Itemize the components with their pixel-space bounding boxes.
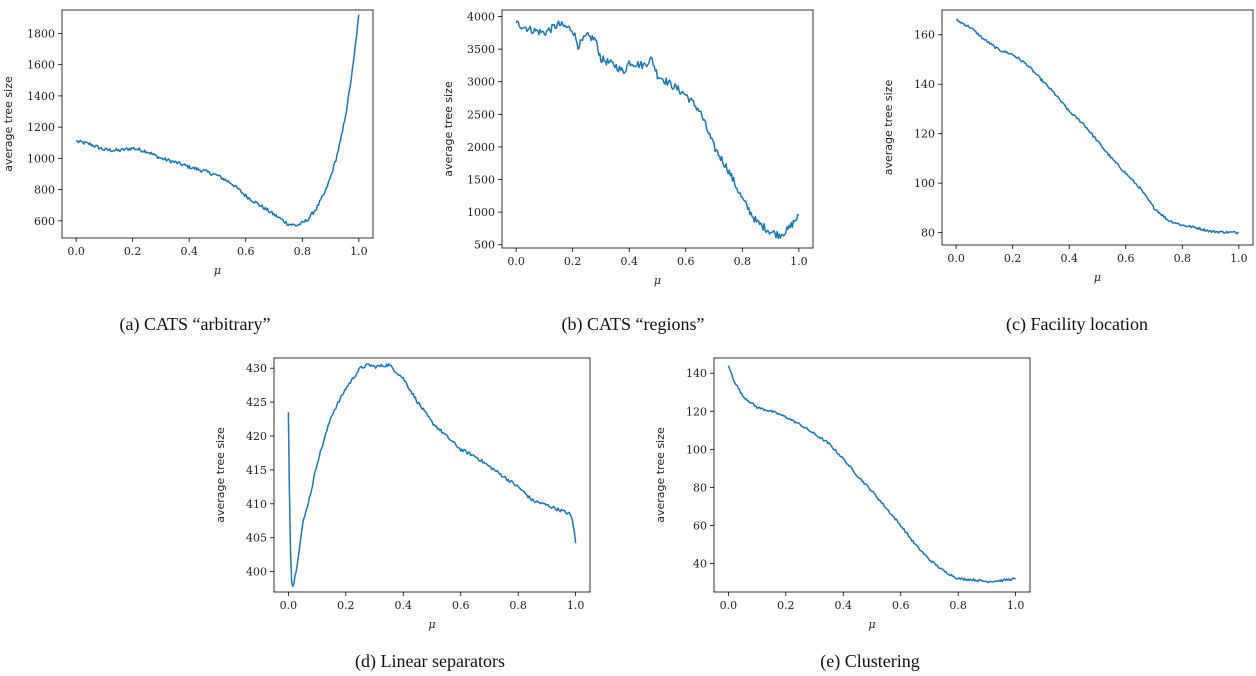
y-tick-label: 4000 — [467, 11, 495, 24]
y-tick-label: 600 — [34, 215, 55, 228]
plot-frame — [61, 9, 374, 239]
y-tick-label: 100 — [686, 443, 707, 456]
y-tick-label: 415 — [246, 464, 267, 477]
x-tick-label: 0.0 — [947, 252, 965, 265]
x-tick-label: 0.2 — [777, 599, 795, 612]
y-tick-label: 120 — [686, 405, 707, 418]
y-tick-label: 430 — [246, 362, 267, 375]
series-line-0 — [727, 365, 1016, 584]
x-tick-label: 0.0 — [280, 599, 298, 612]
x-tick-label: 0.2 — [1004, 252, 1022, 265]
series-line-0 — [287, 363, 577, 588]
y-tick-label: 1000 — [27, 152, 55, 165]
chart-panel-1: 0.0 0.2 0.4 0.6 0.8 1.0 500 1000 1500 2000 2500 300… — [442, 9, 814, 335]
y-tick-label: 160 — [914, 29, 935, 42]
plot-frame — [941, 9, 1254, 246]
y-tick-label: 100 — [914, 177, 935, 190]
x-tick-label: 1.0 — [790, 255, 808, 268]
y-tick-label: 1800 — [27, 27, 55, 40]
subfigure-caption: (b) CATS “regions” — [562, 314, 705, 335]
x-tick-label: 0.2 — [564, 255, 582, 268]
x-tick-label: 0.2 — [124, 245, 142, 258]
y-tick-label: 1500 — [467, 174, 495, 187]
y-tick-label: 1600 — [27, 59, 55, 72]
x-axis-label: μ — [1094, 271, 1101, 284]
x-tick-label: 1.0 — [567, 599, 585, 612]
subfigure-caption: (d) Linear separators — [355, 651, 505, 672]
x-axis-label: μ — [214, 264, 221, 277]
y-tick-label: 120 — [914, 128, 935, 141]
y-tick-label: 1400 — [27, 90, 55, 103]
x-tick-label: 0.6 — [677, 255, 695, 268]
x-tick-label: 1.0 — [1230, 252, 1248, 265]
y-axis-label: average tree size — [2, 76, 15, 172]
y-axis-label: average tree size — [442, 81, 455, 177]
plot-frame — [713, 357, 1031, 593]
y-tick-label: 80 — [921, 227, 935, 240]
subfigure-caption: (a) CATS “arbitrary” — [120, 314, 271, 335]
y-tick-label: 800 — [34, 184, 55, 197]
subfigure-caption: (c) Facility location — [1006, 314, 1148, 335]
x-axis-label: μ — [654, 274, 661, 287]
x-tick-label: 0.6 — [892, 599, 910, 612]
x-tick-label: 0.4 — [835, 599, 853, 612]
series-line-0 — [75, 14, 360, 227]
x-tick-label: 0.8 — [294, 245, 312, 258]
x-tick-label: 0.4 — [1060, 252, 1078, 265]
y-tick-label: 2500 — [467, 108, 495, 121]
x-tick-label: 0.4 — [620, 255, 638, 268]
chart-panel-0: 0.0 0.2 0.4 0.6 0.8 1.0 600 800 1000 1200 1400 1600… — [2, 9, 374, 335]
x-axis-label: μ — [868, 618, 875, 631]
x-tick-label: 1.0 — [1007, 599, 1025, 612]
y-axis-label: average tree size — [654, 427, 667, 523]
x-tick-label: 0.8 — [734, 255, 752, 268]
y-tick-label: 400 — [246, 566, 267, 579]
x-axis-label: μ — [428, 618, 435, 631]
y-tick-label: 3500 — [467, 43, 495, 56]
x-tick-label: 0.2 — [337, 599, 355, 612]
y-tick-label: 1200 — [27, 121, 55, 134]
plot-frame — [273, 357, 591, 593]
x-tick-label: 0.8 — [949, 599, 967, 612]
x-tick-label: 0.4 — [395, 599, 413, 612]
x-tick-label: 0.0 — [507, 255, 525, 268]
x-tick-label: 0.4 — [180, 245, 198, 258]
x-tick-label: 1.0 — [350, 245, 368, 258]
y-axis-label: average tree size — [882, 80, 895, 176]
y-tick-label: 60 — [693, 519, 707, 532]
x-tick-label: 0.8 — [1174, 252, 1192, 265]
x-tick-label: 0.8 — [509, 599, 527, 612]
y-tick-label: 80 — [693, 481, 707, 494]
y-tick-label: 405 — [246, 532, 267, 545]
x-tick-label: 0.0 — [67, 245, 85, 258]
y-axis-label: average tree size — [214, 427, 227, 523]
y-tick-label: 3000 — [467, 76, 495, 89]
x-tick-label: 0.6 — [452, 599, 470, 612]
y-tick-label: 40 — [693, 557, 707, 570]
x-tick-label: 0.0 — [720, 599, 738, 612]
x-tick-label: 0.6 — [1117, 252, 1135, 265]
x-tick-label: 0.6 — [237, 245, 255, 258]
chart-panel-2: 0.0 0.2 0.4 0.6 0.8 1.0 80 100 120 140 160 μ average… — [882, 9, 1254, 335]
plot-frame — [501, 9, 814, 249]
series-line-0 — [955, 18, 1239, 235]
y-tick-label: 425 — [246, 396, 267, 409]
chart-panel-3: 0.0 0.2 0.4 0.6 0.8 1.0 400 405 410 415 420 425 430 μ… — [214, 357, 591, 672]
y-tick-label: 140 — [686, 367, 707, 380]
y-tick-label: 410 — [246, 498, 267, 511]
y-tick-label: 500 — [474, 239, 495, 252]
series-line-0 — [515, 20, 800, 240]
y-tick-label: 140 — [914, 78, 935, 91]
subfigure-caption: (e) Clustering — [820, 651, 919, 672]
y-tick-label: 1000 — [467, 206, 495, 219]
chart-panel-4: 0.0 0.2 0.4 0.6 0.8 1.0 40 60 80 100 120 140 μ averag… — [654, 357, 1031, 672]
y-tick-label: 2000 — [467, 141, 495, 154]
y-tick-label: 420 — [246, 430, 267, 443]
